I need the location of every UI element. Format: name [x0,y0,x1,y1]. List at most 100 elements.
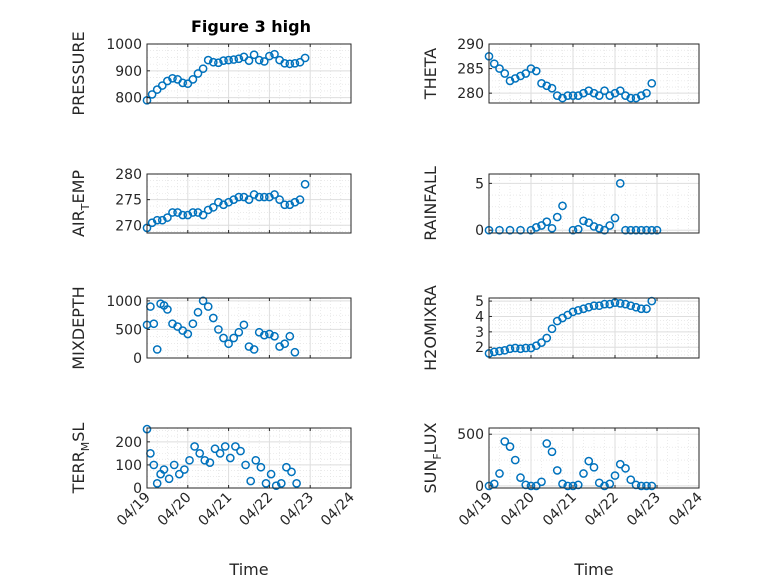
data-point [193,208,203,217]
axes-box [488,173,700,234]
data-point [249,190,259,199]
data-point [610,88,620,98]
series-markers [484,179,662,235]
data-point [200,455,210,465]
chart-panel-row3-left: 0 500 1000 MIXDEPTH [69,286,352,370]
data-point [219,333,228,343]
data-point [174,469,184,479]
data-point [489,59,499,69]
data-point [568,307,578,317]
data-point [600,86,609,96]
data-point [516,344,525,354]
plot-area [147,44,351,103]
data-point [229,333,239,343]
data-point [568,225,578,235]
data-point [642,88,651,98]
y-axis-label: SUNFLUX [421,422,444,493]
data-point [270,331,279,341]
data-point [159,465,169,474]
y-tick-label: 1000 [106,294,142,310]
data-point [224,55,233,65]
data-point [526,481,536,491]
data-point [188,208,198,217]
data-point [531,223,541,232]
data-point [261,479,271,488]
data-point [500,437,510,446]
data-point [605,91,615,100]
data-point [589,222,599,231]
y-tick-label: 280 [457,86,484,102]
data-point [642,481,651,491]
data-point [589,88,599,98]
x-tick-label: 04/21 [540,490,580,530]
x-tick-label: 04/23 [624,490,664,530]
data-point [495,225,504,235]
y-tick-label: 270 [115,218,142,234]
data-point [169,460,179,470]
data-point [626,301,636,311]
y-tick-label: 100 [115,458,142,474]
y-tick-label: 280 [115,167,142,183]
y-axis-label: THETA [421,48,440,100]
data-point [244,56,254,65]
data-point [256,462,266,472]
x-tick-label: 04/22 [236,490,276,530]
chart-panel-row2-right: 0 5 RAINFALL [421,166,700,241]
data-point [584,456,594,466]
chart-panel-top-right: 280 285 290 THETA [421,37,700,104]
data-point [615,86,625,96]
data-point [636,304,646,314]
data-point [152,215,162,225]
axes-box [488,297,700,359]
data-point [239,320,249,330]
data-point [241,460,250,470]
grid [488,428,700,488]
data-point [579,216,588,226]
data-point [149,460,159,470]
data-point [521,343,531,353]
data-point [573,91,583,100]
data-point [208,57,218,67]
x-tick-label: 04/19 [456,490,496,530]
y-tick-label: 285 [457,62,484,78]
data-point [224,339,233,349]
data-point [563,91,573,100]
axes-box [146,173,352,234]
data-point [516,473,525,483]
data-point [239,192,249,202]
chart-panel-top-left: 800 900 1000 PRESSURE [69,31,352,116]
data-point [542,333,552,343]
x-tick-label: 04/21 [196,490,236,530]
data-point [220,442,230,451]
data-point [626,475,636,485]
data-point [516,71,525,81]
data-point [282,462,291,472]
data-point [214,197,223,207]
data-point [621,91,630,100]
data-point [259,57,269,66]
grid [488,298,700,358]
data-point [229,55,239,64]
data-point [552,212,562,222]
y-axis-label: RAINFALL [421,166,440,241]
data-point [265,51,274,61]
data-point [157,215,167,225]
axes-box [146,297,352,359]
data-point [652,225,662,235]
data-point [259,330,269,340]
data-point [563,481,573,491]
chart-panel-row2-left: 270 275 280 AIRTEMP [69,167,352,237]
data-point [584,302,594,312]
data-point [505,225,515,235]
data-point [234,192,244,202]
data-point [188,319,198,329]
data-point [521,69,531,78]
y-tick-label: 4 [475,309,484,325]
y-tick-label: 3 [475,325,484,341]
grid [146,428,352,489]
data-point [244,195,254,205]
data-point [203,205,213,215]
data-point [615,459,625,469]
data-point [152,479,162,488]
